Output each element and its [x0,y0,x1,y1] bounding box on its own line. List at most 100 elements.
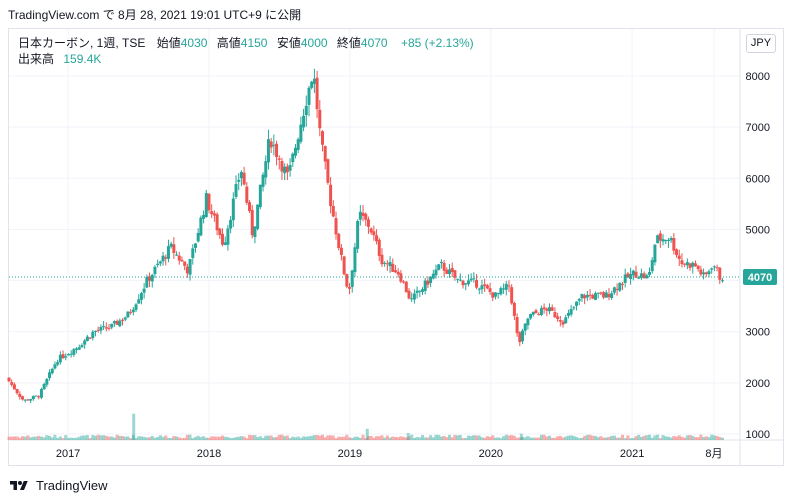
volume-bar [445,437,449,440]
candle-body [18,393,22,397]
volume-bar [261,437,265,440]
candle-body [64,356,68,358]
candle-body [207,193,211,211]
candle-body [302,115,306,128]
candle-body [318,109,322,129]
candle-body [385,263,389,265]
candle-body [288,165,292,171]
candle-body [364,213,368,220]
volume-bar [269,435,273,440]
volume-bar [185,434,189,440]
x-tick-label: 2021 [620,448,644,460]
candle-body [531,311,535,315]
high-value: 4150 [240,36,268,50]
candle-body [280,160,284,172]
x-tick-label: 2018 [197,448,221,460]
volume-bar [564,436,568,440]
volume-bar [639,436,643,440]
volume-bar [331,435,335,440]
volume-bar [683,437,687,440]
volume-bar [161,436,165,440]
volume-bar [172,435,176,440]
volume-bar [164,435,168,440]
candle-body [258,184,262,208]
candle-body [72,349,76,355]
volume-bar [458,434,462,440]
candle-body [393,270,397,273]
volume-bar [466,435,470,440]
candle-body [650,260,654,272]
candle-body [150,274,154,282]
volume-bar [710,434,714,440]
volume-bar [307,436,311,440]
volume-bar [623,438,627,440]
candle-body [518,332,522,343]
candle-body [226,228,230,245]
candle-body [177,255,181,261]
candle-body [658,233,662,241]
volume-bar [15,436,19,440]
volume-bar [712,435,716,440]
footer-brand[interactable]: TradingView [36,478,108,493]
volume-bar [702,437,706,440]
volume-bar [180,438,184,440]
candle-body [29,399,33,401]
volume-bar [491,435,495,440]
volume-bar [418,437,422,440]
candle-body [618,282,622,291]
volume-bar [256,437,260,440]
volume-bar [539,434,543,440]
volume-bar [264,435,268,440]
volume-bar [556,436,560,440]
volume-bar [664,436,668,440]
candle-body [296,139,300,150]
chart-pane[interactable] [8,28,784,466]
volume-bar [472,435,476,440]
candle-body [429,276,433,283]
volume-bar [607,436,611,440]
volume-bar [50,437,54,440]
candle-body [107,327,111,329]
volume-bar [237,436,241,440]
candle-body [375,235,379,242]
volume-bar [504,434,508,440]
candle-body [685,262,689,266]
volume-bar [315,434,319,440]
currency-button[interactable]: JPY [746,34,776,53]
candle-body [423,280,427,291]
candle-body [604,292,608,298]
volume-bar [366,436,370,440]
candle-body [664,239,668,242]
volume-bar [361,434,365,440]
candle-body [404,281,408,293]
y-tick-label: 1000 [746,429,770,441]
candle-body [339,247,343,256]
volume-bar [537,437,541,440]
candle-body [434,269,438,276]
volume-bar [602,437,606,440]
candle-body [602,292,606,298]
volume-bar [415,436,419,440]
volume-bar [242,436,246,440]
candle-body [175,254,179,256]
candle-body [550,307,554,311]
candle-body [153,266,157,275]
candle-body [456,278,460,280]
candle-body [75,348,79,350]
volume-bar [380,435,384,440]
candle-body [415,290,419,293]
candle-body [566,312,570,316]
volume-bar [512,435,516,440]
volume-bar [550,437,554,440]
volume-bar [372,437,376,440]
volume-bar [510,435,514,440]
volume-bar [720,437,724,440]
symbol-name[interactable]: 日本カーボン, 1週, TSE [18,36,146,50]
volume-bar [272,437,276,440]
candle-body [637,277,641,279]
volume-bar [518,437,522,440]
candle-body [599,292,603,294]
candle-body [234,184,238,197]
volume-bar [548,435,552,440]
